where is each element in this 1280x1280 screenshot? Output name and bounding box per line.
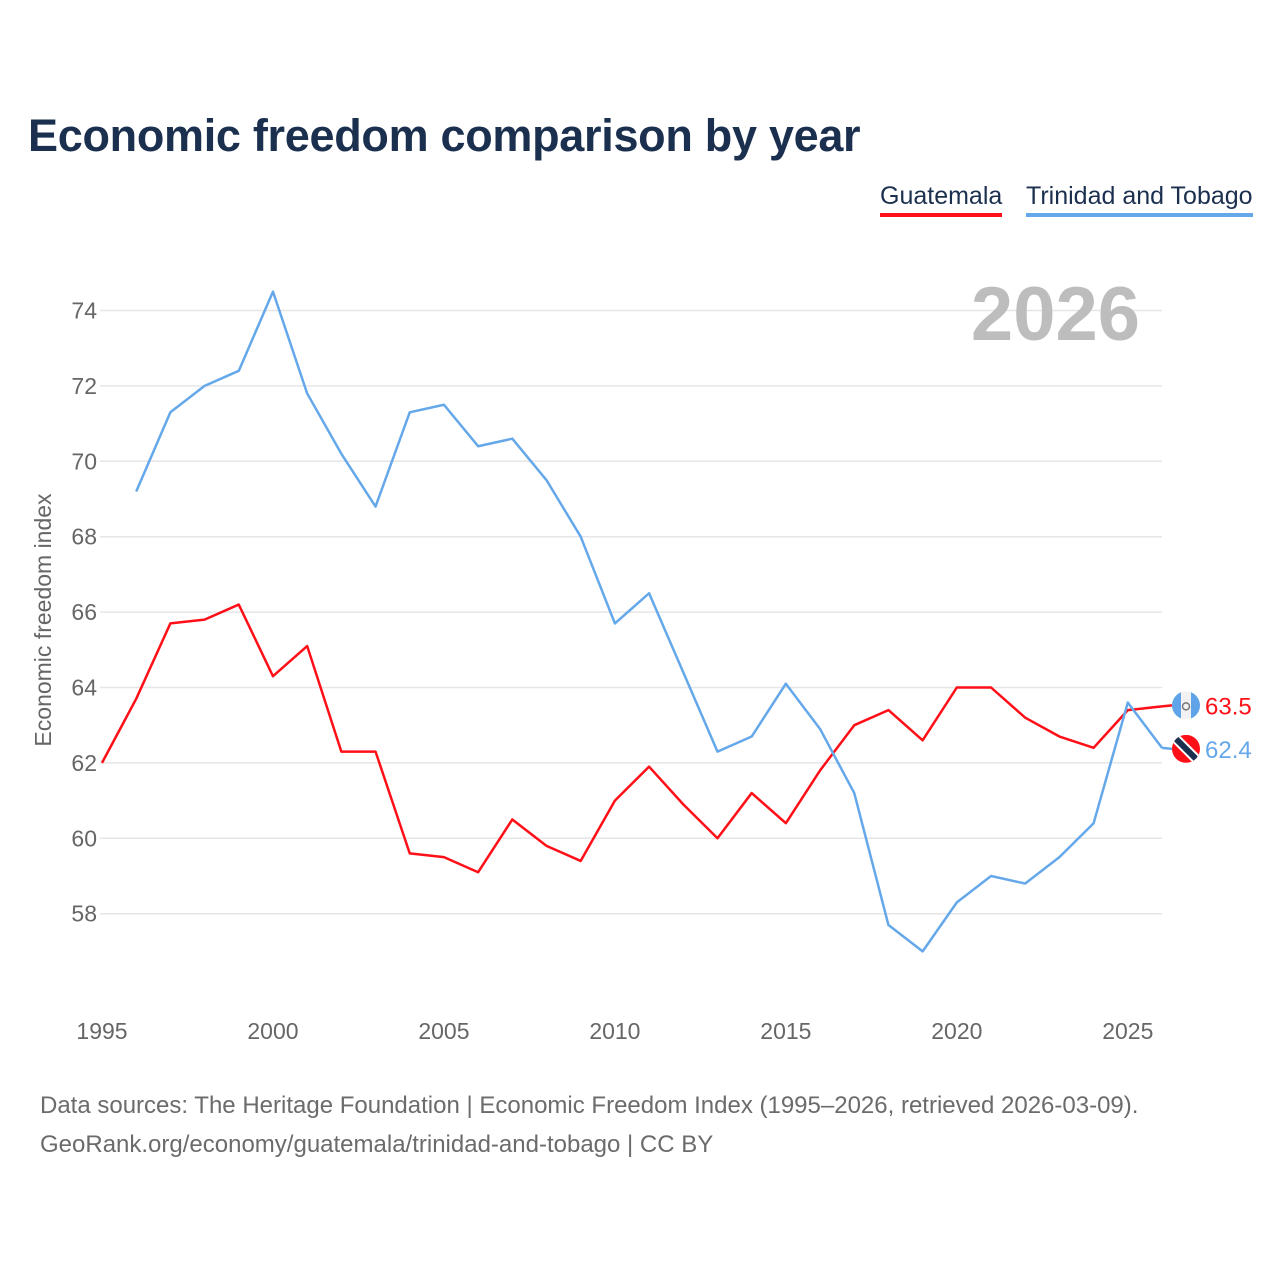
end-connector	[1161, 704, 1173, 708]
footer-sources: Data sources: The Heritage Foundation | …	[40, 1092, 1139, 1119]
x-tick-label: 2010	[589, 1018, 640, 1044]
y-tick-label: 72	[71, 373, 97, 399]
guatemala-flag-icon	[1172, 691, 1200, 720]
footer: Data sources: The Heritage Foundation | …	[40, 1086, 1138, 1164]
y-tick-label: 60	[71, 825, 97, 851]
x-tick-label: 1995	[76, 1018, 127, 1044]
x-tick-label: 2015	[760, 1018, 811, 1044]
y-tick-label: 64	[71, 675, 97, 701]
y-tick-label: 70	[71, 448, 97, 474]
series-line-guatemala[interactable]	[100, 603, 1163, 874]
x-tick-label: 2020	[931, 1018, 982, 1044]
end-value-label: 63.5	[1205, 693, 1252, 720]
year-watermark: 2026	[971, 272, 1140, 357]
y-tick-label: 68	[71, 524, 97, 550]
legend-guatemala[interactable]: Guatemala	[880, 182, 1003, 217]
y-tick-label: 66	[71, 599, 97, 625]
y-axis-label: Economic freedom index	[30, 493, 56, 747]
x-tick-label: 2005	[418, 1018, 469, 1044]
end-connector	[1161, 746, 1173, 751]
x-tick-label: 2000	[247, 1018, 298, 1044]
chart-title: Economic freedom comparison by year	[28, 110, 861, 161]
end-value-label: 62.4	[1205, 737, 1252, 764]
y-tick-label: 74	[71, 298, 97, 324]
footer-link[interactable]: GeoRank.org/economy/guatemala/trinidad-a…	[40, 1131, 714, 1158]
legend-trinidad-and-tobago[interactable]: Trinidad and Tobago	[1026, 182, 1253, 217]
x-tick-label: 2025	[1102, 1018, 1153, 1044]
y-tick-label: 62	[71, 750, 97, 776]
trinidad-flag-icon	[1172, 734, 1200, 763]
y-tick-label: 58	[71, 901, 97, 927]
series-line-trinidad-and-tobago[interactable]	[135, 290, 1163, 953]
